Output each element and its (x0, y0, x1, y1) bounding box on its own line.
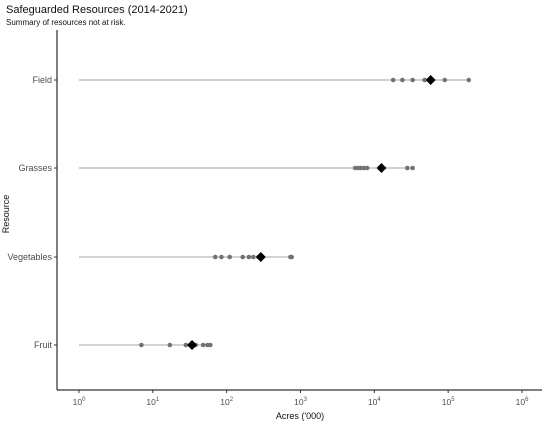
data-point (246, 254, 252, 260)
x-tick-label: 101 (146, 397, 159, 407)
y-tick-label: Grasses (18, 163, 52, 173)
chart-title: Safeguarded Resources (2014-2021) (6, 4, 188, 16)
data-point (358, 165, 363, 171)
data-point (289, 254, 295, 260)
data-point (207, 342, 213, 348)
y-tick-label: Field (32, 75, 52, 85)
data-point (442, 77, 448, 83)
y-axis: Field Grasses Vegetables Fruit (7, 30, 58, 390)
data-point (400, 77, 405, 83)
chart-subtitle: Summary of resources not at risk. (6, 18, 126, 27)
x-tick-label: 104 (368, 397, 381, 407)
x-axis: 100 101 102 103 104 105 106 (57, 389, 542, 407)
mean-marker (255, 252, 266, 262)
x-tick-label: 103 (294, 397, 307, 407)
data-point (139, 342, 144, 348)
data-point (200, 342, 206, 348)
data-point (240, 254, 246, 260)
data-point (212, 254, 218, 260)
y-axis-title: Resource (1, 195, 11, 234)
x-tick-label: 100 (73, 397, 86, 407)
y-tick-label: Fruit (34, 340, 52, 350)
data-point (466, 77, 472, 83)
x-tick-label: 102 (220, 397, 233, 407)
series-vegetables (79, 252, 295, 262)
data-point (410, 77, 415, 83)
x-tick-label: 105 (442, 397, 455, 407)
x-tick-label: 106 (516, 397, 529, 407)
data-point (410, 165, 415, 171)
series-fruit (79, 340, 213, 350)
data-point (361, 165, 367, 171)
y-tick-label: Vegetables (7, 252, 52, 262)
data-point (219, 254, 224, 260)
data-point (251, 254, 256, 260)
data-point (183, 342, 189, 348)
mean-marker (425, 75, 436, 85)
data-point (405, 165, 410, 171)
data-point (422, 77, 427, 83)
data-point (390, 77, 396, 83)
data-point (364, 165, 370, 171)
x-axis-title: Acres ('000) (276, 411, 324, 421)
mean-marker (376, 163, 387, 173)
series-field (79, 75, 472, 85)
series-grasses (79, 163, 415, 173)
mean-marker (187, 340, 198, 350)
data-point (167, 342, 173, 348)
data-point (227, 254, 233, 260)
plot-area (79, 75, 472, 350)
